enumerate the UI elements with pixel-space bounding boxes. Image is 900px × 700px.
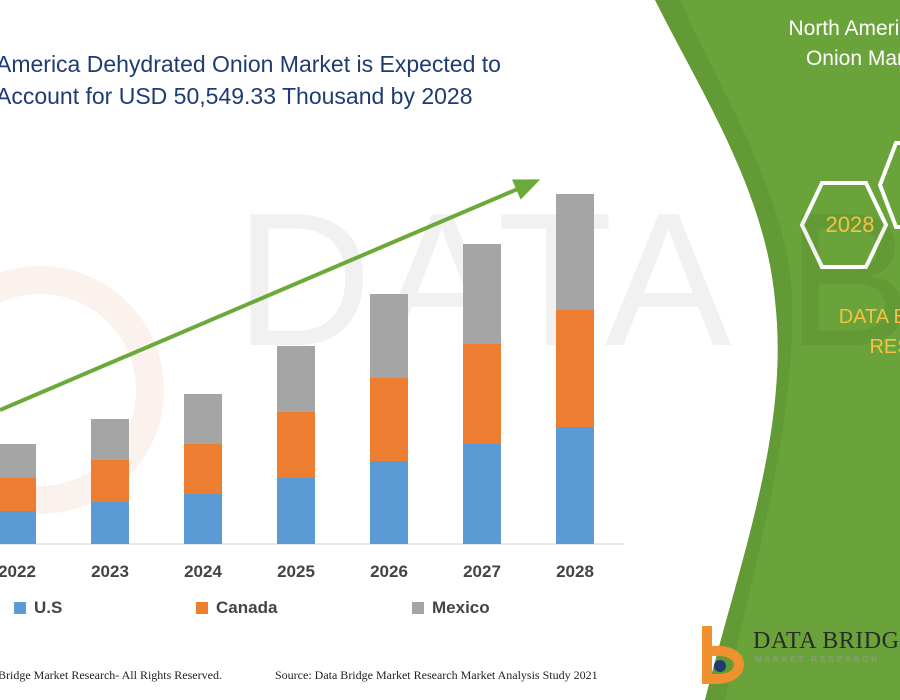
bar-2025-canada (277, 412, 315, 478)
logo-mark (702, 626, 744, 684)
bar-2025-mexico (277, 346, 315, 412)
legend-label-canada: Canada (216, 598, 278, 617)
bar-2027-mexico (463, 244, 501, 344)
bar-2026-canada (370, 378, 408, 461)
hexagon-year-outline (799, 181, 889, 269)
panel-brand-line-1: DATA BRID (838, 306, 900, 328)
x-tick-label: 2027 (463, 562, 501, 581)
legend: U.S Canada Mexico (0, 598, 640, 624)
panel-brand-line-2: RES (869, 336, 900, 358)
bar-2026-mexico (370, 294, 408, 378)
trend-arrow-head (512, 179, 541, 200)
footer-copyright: Bridge Market Research- All Rights Reser… (0, 668, 222, 682)
x-tick-label: 2023 (91, 562, 129, 581)
chart-title: America Dehydrated Onion Market is Expec… (0, 48, 636, 112)
bar-2023-mexico (91, 419, 129, 460)
bar-2025-us (277, 478, 315, 544)
bar-2024-us (184, 494, 222, 544)
trend-arrow-line (0, 186, 521, 412)
panel-title-line-1: North America (788, 17, 900, 40)
legend-swatch-us (14, 602, 26, 614)
logo-name: DATA BRIDGE (753, 628, 900, 654)
legend-swatch-canada (196, 602, 208, 614)
stacked-bar-chart: 2022 2023 2024 2025 2026 2027 2028 (0, 179, 624, 581)
x-tick-label: 2026 (370, 562, 408, 581)
x-tick-label: 2024 (184, 562, 222, 581)
legend-item-mexico: Mexico (412, 598, 490, 618)
bar-2022-us (0, 511, 36, 544)
x-tick-labels: 2022 2023 2024 2025 2026 2027 2028 (0, 562, 594, 581)
footer-source: Source: Data Bridge Market Research Mark… (275, 668, 598, 682)
x-tick-label: 2028 (556, 562, 594, 581)
logo-mark-dot (714, 660, 726, 672)
legend-item-canada: Canada (196, 598, 277, 618)
x-tick-label: 2025 (277, 562, 315, 581)
logo-mark-shape (702, 626, 744, 684)
panel-brand: DATA BRID RES (780, 302, 900, 362)
bar-2028-us (556, 427, 594, 544)
title-line-2: Account for USD 50,549.33 Thousand by 20… (0, 83, 473, 109)
panel-title-line-2: Onion Mar (805, 47, 900, 70)
bar-2026-us (370, 461, 408, 544)
bar-2024-canada (184, 444, 222, 494)
bar-2027-us (463, 444, 501, 544)
side-panel-shape (655, 0, 900, 700)
bar-2022-canada (0, 478, 36, 511)
bar-2028-mexico (556, 194, 594, 310)
panel-title: North America Onion Mar (735, 14, 900, 74)
watermark-logo-arc (0, 266, 164, 514)
bar-2023-canada (91, 460, 129, 502)
legend-swatch-mexico (412, 602, 424, 614)
x-tick-label: 2022 (0, 562, 36, 581)
logo-subtitle: MARKET RESEARCH (755, 655, 880, 664)
legend-item-us: U.S (14, 598, 62, 618)
bars-group (0, 194, 594, 544)
bar-2022-mexico (0, 444, 36, 478)
side-panel-shade (655, 0, 793, 700)
bar-2027-canada (463, 344, 501, 444)
hexagon-partial-outline (877, 141, 900, 229)
legend-label-mexico: Mexico (432, 598, 490, 617)
legend-label-us: U.S (34, 598, 63, 617)
hexagon-year-label: 2028 (825, 212, 875, 237)
title-line-1: America Dehydrated Onion Market is Expec… (0, 51, 501, 77)
bar-2028-canada (556, 310, 594, 427)
bar-2023-us (91, 502, 129, 544)
bar-2024-mexico (184, 394, 222, 444)
